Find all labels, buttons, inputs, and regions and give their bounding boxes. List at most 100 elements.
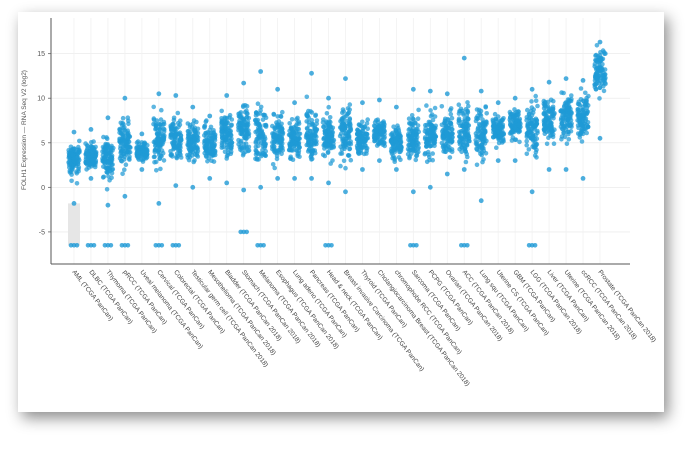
data-point — [192, 132, 198, 138]
data-point — [158, 122, 163, 127]
data-point — [456, 116, 462, 121]
data-point — [478, 151, 483, 156]
data-point — [346, 153, 352, 158]
data-point — [508, 121, 513, 127]
data-point — [514, 109, 519, 115]
data-point — [209, 138, 215, 144]
data-point — [566, 104, 572, 109]
data-point — [456, 102, 462, 107]
data-point — [272, 125, 277, 130]
data-point — [322, 153, 328, 159]
data-point — [459, 149, 464, 155]
data-point — [550, 132, 556, 137]
data-point — [329, 145, 334, 151]
data-point — [534, 155, 539, 160]
data-point — [305, 126, 310, 132]
data-point — [211, 130, 217, 135]
data-point — [222, 118, 228, 124]
data-point — [224, 93, 230, 98]
data-point — [144, 152, 149, 158]
data-point — [395, 143, 401, 149]
data-point — [593, 75, 598, 80]
data-point — [272, 165, 277, 171]
data-point — [287, 121, 293, 126]
data-point — [260, 150, 266, 156]
data-point — [529, 86, 535, 92]
data-point — [294, 148, 300, 153]
data-point — [238, 131, 243, 136]
data-point — [195, 135, 201, 140]
data-point — [599, 67, 605, 72]
data-point — [296, 144, 302, 150]
data-point — [155, 136, 161, 142]
data-point — [105, 202, 111, 208]
data-point — [92, 147, 97, 153]
data-point — [343, 133, 348, 139]
data-point — [186, 157, 192, 163]
data-point — [178, 133, 183, 138]
data-point — [223, 126, 229, 132]
data-point — [187, 124, 193, 130]
data-point — [280, 109, 285, 115]
data-point — [578, 97, 584, 102]
data-point — [482, 129, 488, 134]
data-point — [104, 135, 109, 140]
data-point — [447, 120, 453, 125]
data-point — [563, 167, 569, 172]
data-point — [533, 98, 539, 104]
data-point — [243, 135, 248, 140]
data-point — [119, 131, 124, 137]
data-point — [413, 157, 419, 163]
data-point — [550, 106, 556, 112]
outlier-point — [532, 243, 538, 248]
data-point — [124, 149, 130, 155]
data-point — [431, 132, 437, 137]
data-point — [100, 149, 105, 154]
data-point — [72, 159, 78, 165]
data-point — [151, 116, 157, 121]
data-point — [340, 107, 346, 112]
data-point — [343, 118, 349, 124]
data-point — [563, 76, 569, 81]
data-point — [428, 108, 433, 113]
data-point — [529, 99, 534, 104]
data-point — [124, 144, 130, 150]
data-point — [309, 151, 315, 156]
data-point — [457, 109, 462, 114]
data-point — [441, 137, 447, 142]
data-point — [151, 139, 157, 145]
data-point — [103, 154, 108, 159]
data-point — [593, 66, 599, 72]
data-point — [377, 124, 383, 129]
data-point — [277, 134, 282, 139]
data-point — [258, 69, 264, 74]
data-point — [305, 113, 311, 118]
data-point — [378, 129, 383, 134]
data-point — [288, 154, 294, 160]
data-point — [152, 160, 157, 165]
data-point — [480, 120, 486, 126]
data-point — [219, 108, 224, 114]
data-point — [559, 107, 564, 113]
data-point — [380, 142, 386, 147]
data-point — [579, 139, 585, 144]
data-point — [393, 104, 399, 110]
data-point — [432, 114, 438, 119]
data-point — [416, 145, 421, 150]
data-point — [410, 189, 416, 195]
data-point — [542, 102, 547, 108]
data-point — [601, 78, 607, 84]
data-point — [575, 113, 580, 118]
data-point — [158, 166, 163, 172]
data-point — [424, 103, 429, 108]
data-point — [393, 167, 399, 172]
data-point — [491, 134, 496, 140]
data-point — [565, 129, 571, 135]
data-point — [513, 137, 519, 142]
data-point — [328, 139, 334, 145]
data-point — [546, 128, 552, 133]
data-point — [492, 111, 498, 117]
data-point — [465, 116, 471, 122]
data-point — [575, 107, 581, 112]
outlier-point — [108, 243, 114, 248]
